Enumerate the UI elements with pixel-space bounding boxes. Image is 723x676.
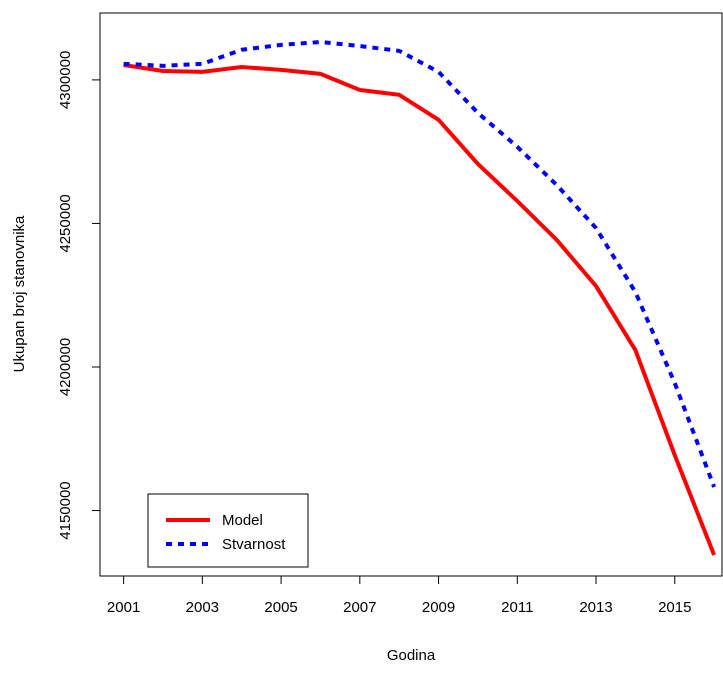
x-tick-label: 2007 [343, 599, 376, 616]
plot-frame [99, 12, 723, 577]
x-axis-label: Godina [387, 647, 436, 664]
x-tick-label: 2003 [186, 599, 219, 616]
y-axis-label: Ukupan broj stanovnika [11, 215, 28, 372]
x-tick-label: 2013 [579, 599, 612, 616]
data-line [123, 39, 716, 488]
x-tick-label: 2015 [658, 599, 691, 616]
legend-label: Model [222, 512, 263, 529]
legend-label: Stvarnost [222, 536, 286, 553]
x-tick-label: 2009 [422, 599, 455, 616]
data-line [123, 62, 716, 556]
x-tick-label: 2001 [107, 599, 140, 616]
y-tick-label: 4250000 [57, 194, 74, 252]
legend-box [147, 493, 309, 568]
y-tick-label: 4200000 [57, 338, 74, 396]
y-tick-label: 4150000 [57, 481, 74, 539]
x-tick-label: 2011 [501, 599, 533, 616]
x-tick-label: 2005 [264, 599, 297, 616]
y-tick-label: 4300000 [57, 51, 74, 109]
